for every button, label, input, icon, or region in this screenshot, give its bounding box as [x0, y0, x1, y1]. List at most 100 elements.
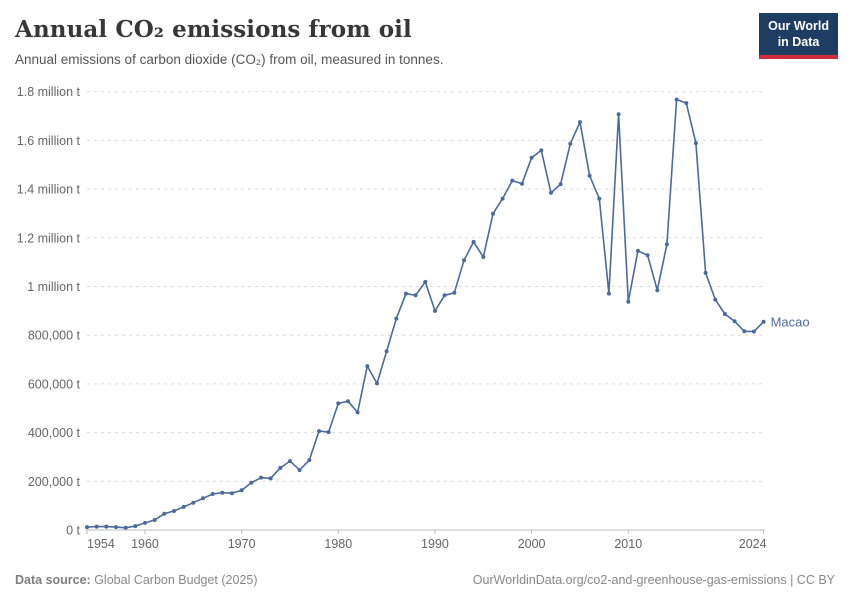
data-point[interactable]: [355, 410, 360, 415]
data-point[interactable]: [761, 319, 766, 324]
data-point[interactable]: [143, 520, 147, 525]
data-point[interactable]: [664, 242, 669, 247]
data-point[interactable]: [539, 148, 544, 153]
data-point[interactable]: [491, 211, 495, 216]
data-point[interactable]: [172, 509, 176, 513]
x-tick-label: 2010: [614, 537, 642, 551]
data-line: [86, 98, 765, 529]
x-tick-label: 1980: [324, 537, 352, 551]
data-point[interactable]: [201, 496, 205, 501]
data-point[interactable]: [326, 430, 331, 435]
data-point[interactable]: [578, 120, 582, 125]
x-tick-label: 2024: [739, 537, 767, 551]
data-point[interactable]: [423, 279, 428, 284]
data-point[interactable]: [452, 290, 457, 295]
data-source-text: Global Carbon Budget (2025): [90, 573, 258, 587]
data-point[interactable]: [104, 524, 109, 529]
data-point[interactable]: [481, 255, 486, 259]
entity-label[interactable]: Macao: [771, 314, 810, 329]
data-point[interactable]: [742, 329, 747, 334]
data-point[interactable]: [346, 399, 350, 404]
data-point[interactable]: [693, 141, 698, 146]
data-point[interactable]: [645, 253, 650, 258]
data-point[interactable]: [394, 316, 399, 321]
y-tick-label: 0 t: [66, 524, 80, 538]
y-tick-label: 1.2 million t: [17, 231, 81, 245]
data-point[interactable]: [365, 364, 370, 369]
data-point[interactable]: [375, 381, 379, 386]
data-point[interactable]: [732, 319, 737, 324]
data-point[interactable]: [268, 476, 273, 481]
data-point[interactable]: [123, 525, 128, 530]
y-tick-label: 800,000 t: [28, 329, 81, 343]
data-point[interactable]: [191, 500, 196, 505]
data-point[interactable]: [220, 490, 225, 495]
data-point[interactable]: [336, 401, 341, 406]
data-point[interactable]: [133, 524, 138, 529]
data-point[interactable]: [210, 492, 215, 496]
data-point[interactable]: [433, 308, 437, 313]
y-tick-label: 600,000 t: [28, 377, 81, 391]
data-point[interactable]: [384, 349, 389, 354]
credit-url[interactable]: OurWorldinData.org/co2-and-greenhouse-ga…: [472, 573, 835, 587]
data-point[interactable]: [230, 491, 234, 496]
data-point[interactable]: [510, 178, 515, 183]
data-point[interactable]: [722, 312, 727, 316]
y-tick-label: 1.6 million t: [17, 134, 81, 148]
x-tick-label: 1970: [228, 537, 256, 551]
data-point[interactable]: [239, 488, 244, 493]
x-tick-label: 2000: [518, 537, 546, 551]
data-point[interactable]: [520, 181, 524, 186]
x-tick-label: 1990: [421, 537, 449, 551]
data-point[interactable]: [259, 475, 263, 480]
data-point[interactable]: [297, 468, 302, 473]
data-source-note: Data source: Global Carbon Budget (2025): [15, 573, 258, 587]
owid-logo-line2: in Data: [777, 35, 820, 50]
data-point[interactable]: [114, 525, 118, 530]
data-point[interactable]: [626, 299, 631, 304]
data-point[interactable]: [162, 511, 167, 516]
data-point[interactable]: [674, 97, 679, 102]
data-point[interactable]: [558, 182, 563, 187]
x-tick-label: 1960: [131, 537, 159, 551]
y-tick-label: 1.8 million t: [17, 85, 81, 99]
data-point[interactable]: [713, 297, 718, 302]
data-point[interactable]: [307, 458, 312, 463]
data-point[interactable]: [751, 329, 756, 334]
data-point[interactable]: [317, 429, 321, 434]
data-point[interactable]: [442, 293, 447, 298]
y-tick-label: 400,000 t: [28, 426, 81, 440]
x-tick-label: 1954: [87, 537, 115, 551]
data-point[interactable]: [655, 288, 660, 293]
y-tick-label: 1 million t: [27, 280, 80, 294]
data-point[interactable]: [404, 291, 408, 296]
data-point[interactable]: [606, 291, 611, 296]
data-source-label: Data source:: [15, 573, 91, 587]
data-point[interactable]: [471, 239, 476, 244]
data-point[interactable]: [529, 155, 534, 160]
data-point[interactable]: [181, 504, 186, 509]
data-point[interactable]: [616, 112, 621, 117]
data-point[interactable]: [568, 141, 573, 146]
data-point[interactable]: [597, 196, 602, 201]
data-point[interactable]: [94, 524, 99, 529]
data-point[interactable]: [635, 248, 640, 253]
data-point[interactable]: [684, 101, 689, 106]
data-point[interactable]: [249, 480, 254, 485]
data-point[interactable]: [413, 293, 418, 298]
owid-logo[interactable]: Our World in Data: [759, 13, 838, 59]
data-point[interactable]: [587, 173, 592, 178]
data-point[interactable]: [500, 196, 505, 201]
data-point[interactable]: [462, 258, 466, 263]
data-point[interactable]: [288, 459, 292, 464]
data-point[interactable]: [152, 518, 157, 522]
data-point[interactable]: [278, 465, 283, 470]
data-point[interactable]: [549, 190, 553, 195]
data-point[interactable]: [85, 525, 89, 530]
owid-logo-line1: Our World: [768, 19, 829, 33]
data-point[interactable]: [703, 270, 708, 275]
chart-subtitle: Annual emissions of carbon dioxide (CO₂)…: [15, 52, 444, 67]
